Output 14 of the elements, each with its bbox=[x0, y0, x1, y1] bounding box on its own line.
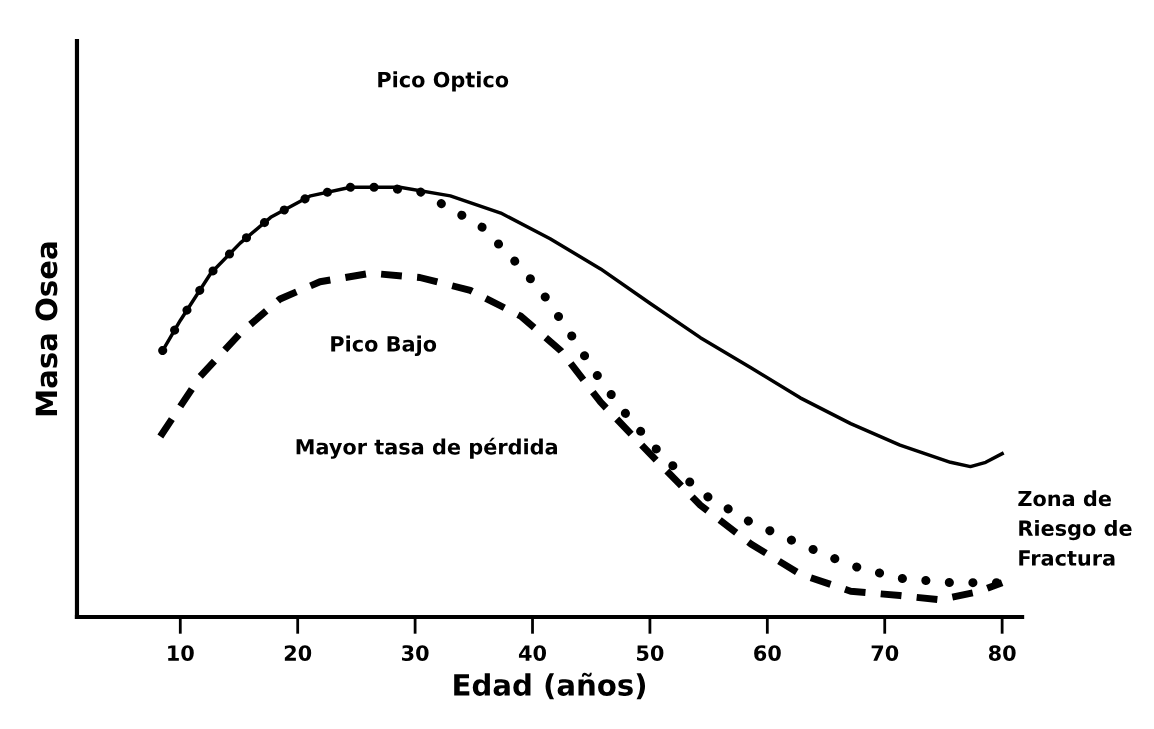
y-axis-title: Masa Osea bbox=[35, 242, 58, 416]
x-tick-label: 10 bbox=[168, 645, 194, 661]
x-tick-label: 80 bbox=[988, 645, 1016, 661]
x-tick-label: 60 bbox=[754, 645, 781, 661]
x-tick-label: 70 bbox=[871, 645, 899, 661]
x-tick-label: 20 bbox=[284, 645, 312, 661]
annotation: Zona de Riesgo de Fractura bbox=[1018, 490, 1132, 566]
x-tick-label: 30 bbox=[402, 645, 429, 661]
x-tick-label: 40 bbox=[518, 645, 547, 661]
annotation: Mayor tasa de pérdida bbox=[296, 437, 557, 459]
text: Pico Optico bbox=[378, 71, 509, 92]
x-axis-title: Edad (años) bbox=[454, 672, 646, 700]
x-tick-label: 50 bbox=[637, 645, 664, 661]
annotation: Pico Bajo bbox=[331, 335, 437, 356]
